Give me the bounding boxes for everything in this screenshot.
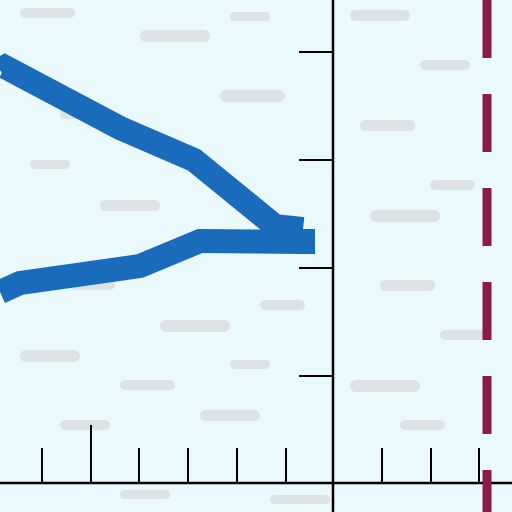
graph-curve — [0, 53, 315, 303]
upper-curve-branch — [0, 53, 305, 241]
paper-texture — [20, 8, 485, 504]
x-axis-ticks — [41, 425, 480, 483]
lower-curve-branch — [0, 228, 315, 303]
y-axis-ticks — [299, 51, 333, 377]
